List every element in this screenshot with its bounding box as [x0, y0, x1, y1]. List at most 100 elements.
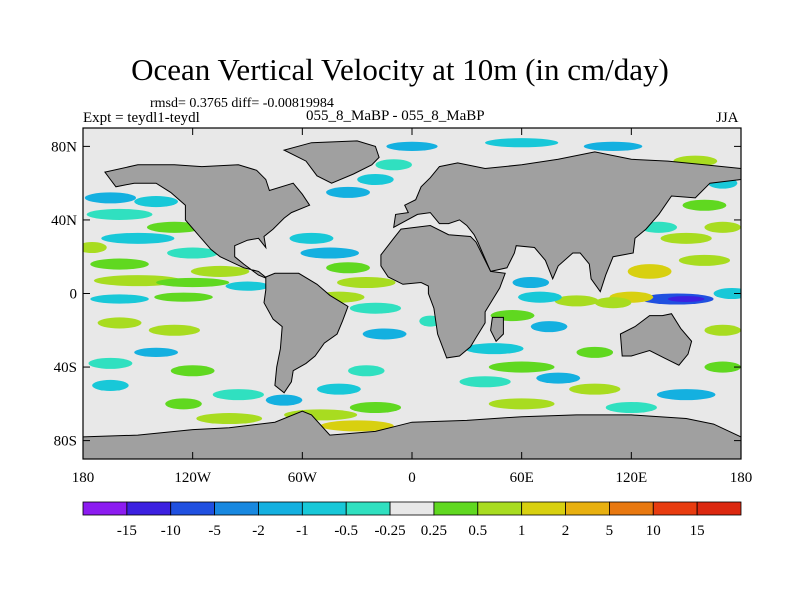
x-tick-label: 60E [510, 470, 534, 486]
x-tick-label: 180 [730, 470, 753, 486]
colorbar-label: -5 [208, 523, 221, 539]
anomaly-patch [488, 398, 555, 410]
anomaly-patch [488, 361, 555, 373]
anomaly-patch [357, 173, 394, 186]
anomaly-patch [337, 276, 396, 288]
anomaly-patch [485, 138, 559, 148]
anomaly-patch [212, 389, 264, 401]
anomaly-patch [713, 287, 741, 300]
colorbar-label: -2 [252, 523, 265, 539]
anomaly-patch [154, 292, 213, 302]
anomaly-patch [349, 302, 402, 314]
anomaly-patch [265, 394, 303, 406]
colorbar-swatch [477, 501, 523, 516]
colorbar-swatch [82, 501, 128, 516]
anomaly-patch [92, 379, 129, 391]
anomaly-patch [146, 221, 202, 233]
x-tick-label: 120E [615, 470, 647, 486]
colorbar-label: -0.5 [334, 523, 358, 539]
colorbar-label: 1 [518, 523, 526, 539]
anomaly-patch [627, 264, 672, 279]
colorbar-swatch [433, 501, 479, 516]
colorbar-label: 5 [606, 523, 614, 539]
anomaly-patch [86, 208, 153, 220]
colorbar-swatch [345, 501, 391, 516]
colorbar-label: 15 [690, 523, 705, 539]
anomaly-patch [554, 295, 599, 307]
anomaly-patch [704, 324, 741, 336]
anomaly-patch [97, 317, 142, 329]
anomaly-patch [134, 347, 179, 357]
anomaly-patch [170, 365, 215, 377]
anomaly-patch [326, 262, 370, 274]
anomaly-patch [375, 159, 412, 171]
colorbar-label: -10 [161, 523, 181, 539]
colorbar-label: -15 [117, 523, 137, 539]
land-africa [380, 224, 506, 359]
experiment-label: Expt = teydl1-teydl [83, 110, 200, 126]
colorbar-label: 10 [646, 523, 661, 539]
anomaly-patch [316, 383, 361, 395]
anomaly-patch [134, 196, 179, 208]
anomaly-patch [518, 291, 562, 303]
anomaly-patch [167, 247, 219, 259]
anomaly-patch [667, 296, 705, 302]
colorbar-swatch [214, 501, 259, 516]
colorbar-swatch [126, 501, 172, 516]
anomaly-patch [512, 276, 550, 288]
anomaly-patch [90, 294, 149, 304]
anomaly-patch [594, 297, 632, 309]
colorbar-swatch [301, 501, 347, 516]
anomaly-patch [320, 420, 394, 432]
anomaly-patch [326, 186, 370, 198]
anomaly-patch [90, 258, 149, 270]
x-tick-label: 180 [72, 470, 95, 486]
cases-label: 055_8_MaBP - 055_8_MaBP [306, 108, 485, 124]
anomaly-patch [165, 398, 202, 410]
anomaly-patch [289, 232, 334, 244]
anomaly-patch [148, 324, 200, 336]
anomaly-patch [196, 413, 263, 425]
land-antarctica [83, 410, 741, 459]
land-australia [619, 313, 693, 366]
season-label: JJA [716, 110, 739, 126]
anomaly-patch [362, 328, 407, 340]
anomaly-patch [660, 232, 712, 244]
y-tick-label: 80S [54, 434, 77, 450]
colorbar-label: -1 [296, 523, 309, 539]
colorbar-swatch [170, 501, 216, 516]
colorbar-label: 0.25 [421, 523, 447, 539]
colorbar-swatch [652, 501, 698, 516]
anomaly-patch [156, 277, 230, 288]
land-eurasia [393, 151, 741, 293]
y-tick-label: 40S [54, 360, 77, 376]
colorbar-swatch [609, 501, 654, 516]
y-tick-label: 0 [70, 287, 78, 303]
anomaly-patch [300, 247, 359, 259]
anomaly-patch [682, 199, 727, 211]
colorbar-swatch [521, 501, 566, 516]
colorbar-label: -0.25 [374, 523, 405, 539]
x-tick-label: 0 [408, 470, 416, 486]
anomaly-patch [386, 141, 438, 151]
colorbar-label: 0.5 [468, 523, 487, 539]
anomaly-patch [704, 361, 741, 373]
anomaly-patch [656, 389, 716, 401]
anomaly-patch [101, 232, 175, 244]
anomaly-patch [190, 265, 250, 277]
land-north-america [104, 164, 311, 280]
y-tick-label: 40N [51, 213, 77, 229]
anomaly-patch [83, 242, 107, 254]
x-tick-label: 60W [288, 470, 318, 486]
anomaly-patch [605, 401, 657, 414]
land-madagascar [490, 316, 504, 343]
anomaly-patch [536, 372, 581, 384]
anomaly-patch [465, 343, 524, 355]
land-greenland [282, 140, 380, 184]
anomaly-patch [459, 376, 511, 388]
x-tick-label: 120W [174, 470, 212, 486]
colorbar-swatch [565, 501, 610, 516]
y-tick-label: 80N [51, 139, 77, 155]
colorbar-swatch [258, 501, 303, 516]
